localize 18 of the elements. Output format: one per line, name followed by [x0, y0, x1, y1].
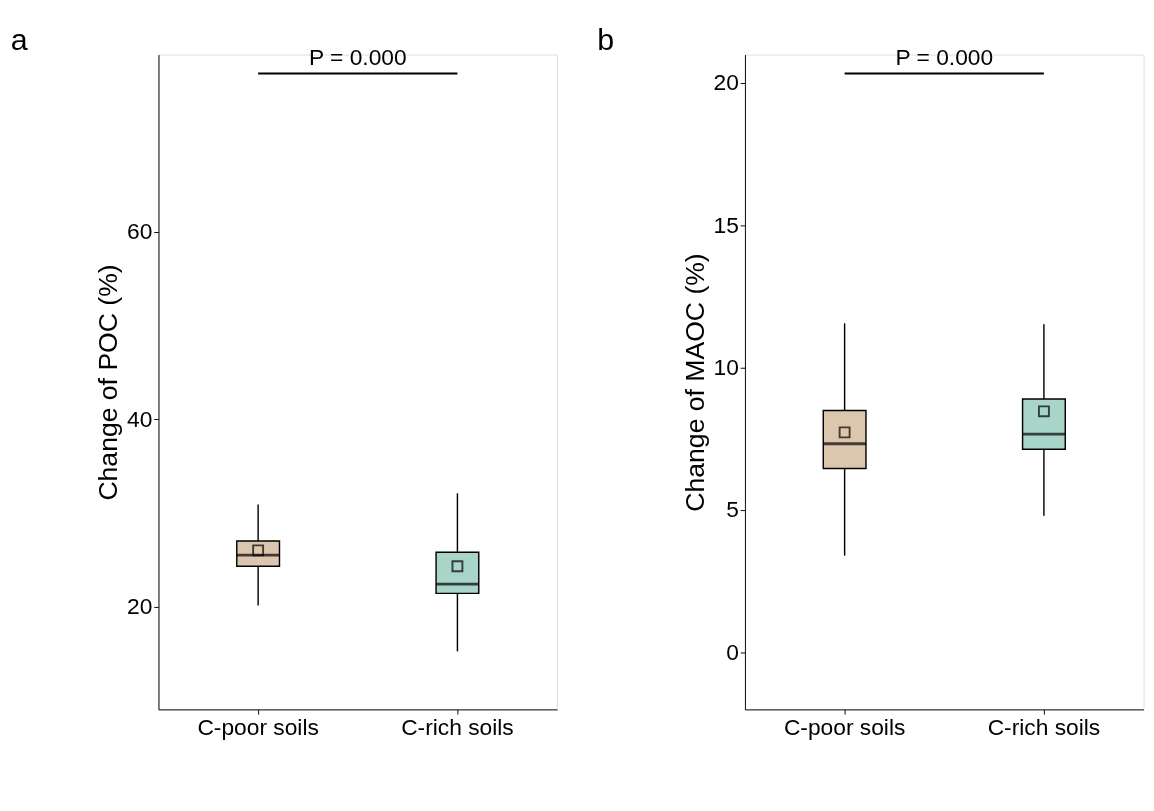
y-axis-title: Change of MAOC (%) [679, 253, 710, 512]
x-tick-label: C-rich soils [987, 713, 1101, 740]
y-axis-title: Change of POC (%) [93, 264, 124, 501]
x-tick-label: C-poor soils [783, 713, 906, 740]
x-tick-label: C-rich soils [401, 713, 514, 740]
y-tick-label: 10 [713, 353, 739, 380]
y-tick-label: 0 [726, 638, 739, 665]
y-tick-label: 20 [126, 592, 153, 619]
chart-title: b [597, 22, 615, 56]
annotation: P = 0.000 [895, 44, 994, 71]
y-tick-label: 20 [713, 69, 739, 96]
chart-title: a [10, 22, 28, 56]
y-tick-label: 15 [713, 211, 739, 238]
x-tick-label: C-poor soils [197, 713, 319, 740]
y-tick-label: 40 [126, 405, 153, 432]
annotation: P = 0.000 [308, 44, 407, 71]
y-tick-label: 5 [726, 496, 739, 523]
y-tick-label: 60 [126, 218, 153, 245]
